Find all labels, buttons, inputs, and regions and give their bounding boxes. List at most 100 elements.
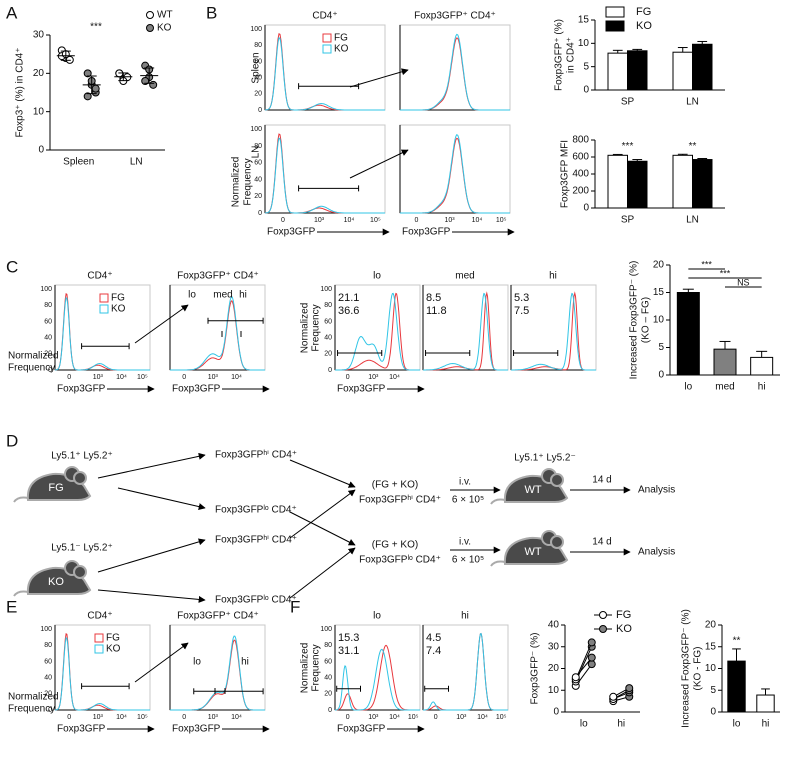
arrow <box>134 304 189 344</box>
y-tick-label: 100 <box>40 626 52 633</box>
analysis-label: Analysis <box>638 547 675 558</box>
histogram-frame <box>169 624 266 711</box>
legend-label: FG <box>616 609 631 621</box>
x-axis-label: Foxp3GFP <box>172 724 221 735</box>
gate-label: hi <box>239 290 247 301</box>
value-label: 21.1 <box>338 292 359 304</box>
significance-label: *** <box>622 141 634 152</box>
legend-label: KO <box>157 23 172 34</box>
mouse-icon: FG <box>13 466 92 503</box>
data-point <box>83 69 92 78</box>
x-tick-label: 10³ <box>208 374 219 381</box>
y-tick-label: 5 <box>710 685 716 696</box>
x-axis-label: Foxp3GFP <box>402 227 451 238</box>
x-tick-label: 10⁵ <box>496 714 507 721</box>
histogram-curve <box>54 296 150 371</box>
histogram-curve <box>423 292 508 371</box>
x-tick-label: med <box>715 382 734 393</box>
plot-title: lo <box>373 271 381 282</box>
mouse-tail <box>490 498 506 505</box>
histogram-curve <box>400 37 510 111</box>
y-tick-label: 40 <box>548 620 560 631</box>
x-tick-label: 0 <box>346 714 350 721</box>
y-tick-label: 0 <box>328 367 332 374</box>
panel-letter: C <box>6 257 18 276</box>
data-point <box>587 660 596 669</box>
y-tick-label: 600 <box>572 152 589 163</box>
y-tick-label: 60 <box>44 318 52 325</box>
y-axis-label: Normalized <box>300 643 311 694</box>
y-tick-label: 0 <box>658 370 664 381</box>
x-tick-label: SP <box>621 97 635 108</box>
value-label: 11.8 <box>426 305 447 317</box>
arrow <box>97 538 206 573</box>
x-tick-label: hi <box>758 382 766 393</box>
y-tick-label: 60 <box>44 658 52 665</box>
x-tick-label: 10⁴ <box>116 714 127 721</box>
x-axis-label: Foxp3GFP <box>57 384 106 395</box>
y-tick-label: 20 <box>324 351 332 358</box>
bar <box>676 292 700 376</box>
dose-label: 6 × 10⁵ <box>452 555 484 566</box>
y-tick-label: 20 <box>254 91 262 98</box>
arrow <box>117 487 206 510</box>
y-tick-label: 100 <box>40 286 52 293</box>
bar <box>692 159 713 209</box>
y-tick-label: 0 <box>553 707 559 718</box>
y-tick-label: 20 <box>44 691 52 698</box>
legend-swatch <box>94 633 104 643</box>
arrow <box>97 452 206 479</box>
panel-letter: B <box>206 3 217 22</box>
plot-title: lo <box>373 611 381 622</box>
x-tick-label: 10⁴ <box>231 714 242 721</box>
panel-letter: A <box>6 3 18 22</box>
y-tick-label: 60 <box>254 58 262 65</box>
x-tick-label: 10⁴ <box>344 217 355 224</box>
x-tick-label: 10⁵ <box>137 374 148 381</box>
plot-title: hi <box>549 271 557 282</box>
bar <box>607 52 628 91</box>
y-axis-label: Frequency <box>311 304 322 351</box>
mouse-tail <box>13 496 29 503</box>
arrow <box>289 511 356 546</box>
data-point <box>587 653 596 662</box>
y-tick-label: 20 <box>254 193 262 200</box>
y-tick-label: 0 <box>258 210 262 217</box>
y-axis-label: (KO – FG) <box>641 297 652 343</box>
x-tick-label: lo <box>580 719 588 730</box>
pair-line <box>575 657 593 678</box>
histogram-curve <box>170 635 265 711</box>
x-tick-label: 10³ <box>314 217 325 224</box>
legend-marker <box>146 11 154 19</box>
cell-label: Foxp3GFPʰⁱ CD4⁺ <box>215 535 297 546</box>
x-tick-label: 10⁴ <box>389 374 400 381</box>
y-axis-label: Foxp3⁺ (%) in CD4⁺ <box>15 47 26 137</box>
x-tick-label: LN <box>686 97 699 108</box>
pool-label: Foxp3GFPʰⁱ CD4⁺ <box>359 495 441 506</box>
y-tick-label: 80 <box>324 642 332 649</box>
x-tick-label: 0 <box>415 217 419 224</box>
legend-label: FG <box>636 6 651 18</box>
y-tick-label: 40 <box>324 335 332 342</box>
cell-label: Foxp3GFPʰⁱ CD4⁺ <box>215 450 297 461</box>
significance-label: ** <box>689 141 697 152</box>
value-label: 15.3 <box>338 632 359 644</box>
y-tick-label: 20 <box>705 620 717 631</box>
y-axis-label: Foxp3GFP MFI <box>560 140 571 208</box>
arrow <box>289 459 356 488</box>
pool-label: (FG + KO) <box>372 540 418 551</box>
mouse-label: FG <box>48 482 63 494</box>
significance-label: *** <box>701 259 712 269</box>
legend-swatch <box>605 6 625 18</box>
x-tick-label: 0 <box>67 714 71 721</box>
x-tick-label: 10⁴ <box>389 714 400 721</box>
panel-letter: E <box>6 597 17 616</box>
y-axis-label: Normalized <box>8 692 59 703</box>
x-tick-label: 10⁵ <box>408 714 419 721</box>
y-tick-label: 30 <box>33 30 45 41</box>
plot-title: Foxp3GFP⁺ CD4⁺ <box>177 611 259 622</box>
x-tick-label: 10³ <box>456 714 467 721</box>
y-tick-label: 400 <box>572 169 589 180</box>
y-tick-label: 800 <box>572 135 589 146</box>
value-label: 4.5 <box>426 632 441 644</box>
